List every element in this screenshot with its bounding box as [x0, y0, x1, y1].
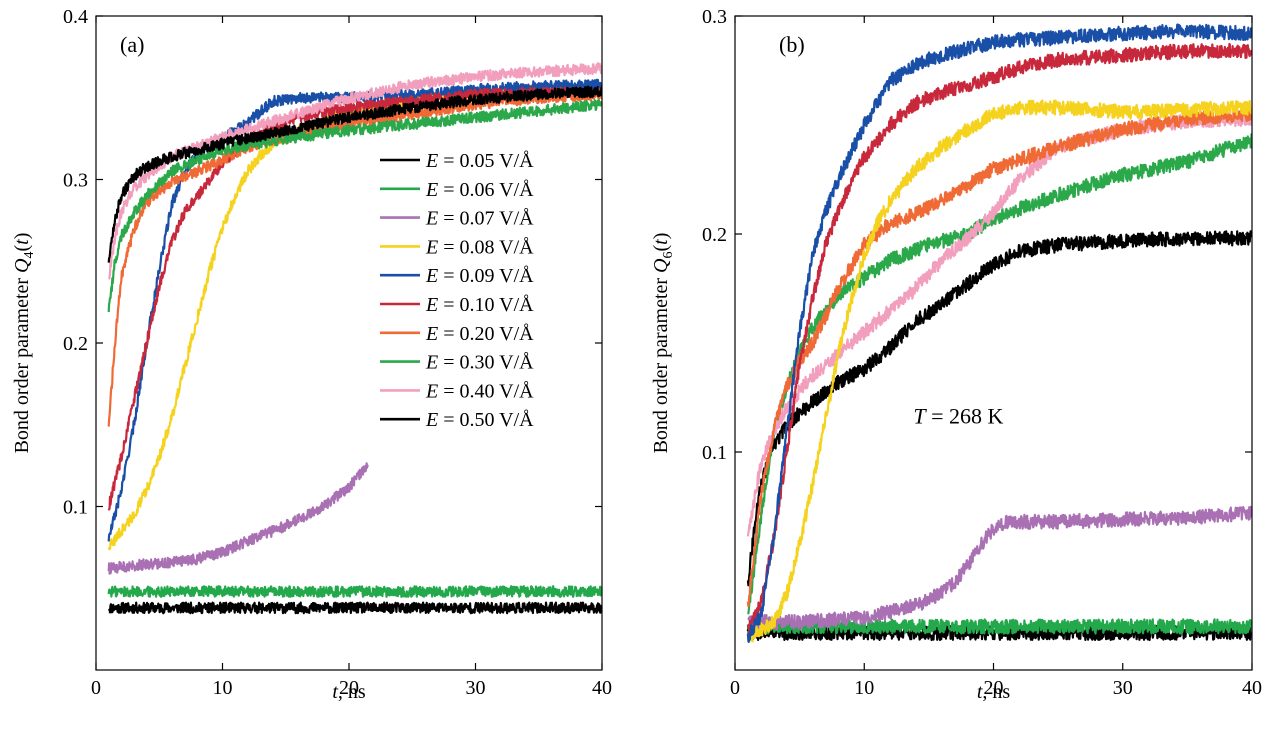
legend-entry: E = 0.40 V/Å: [425, 380, 534, 402]
series-line: [107, 585, 602, 598]
temperature-annotation: T = 268 K: [913, 404, 1003, 429]
series-line: [107, 99, 602, 313]
y-tick-label: 0.1: [63, 497, 88, 519]
series-group: [746, 23, 1252, 643]
y-tick-label: 0.1: [702, 442, 727, 464]
series-line: [746, 111, 1252, 537]
x-tick-label: 0: [91, 677, 101, 699]
x-tick-label: 20: [339, 677, 359, 699]
series-line: [107, 601, 602, 615]
panel-label: (b): [779, 32, 805, 57]
legend-entry: E = 0.09 V/Å: [425, 265, 534, 287]
x-tick-label: 30: [466, 677, 486, 699]
y-tick-label: 0.4: [63, 6, 88, 28]
x-axis-label: t, ns: [332, 681, 366, 703]
x-tick-label: 30: [1113, 677, 1133, 699]
legend-entry: E = 0.50 V/Å: [425, 409, 534, 431]
series-group: [107, 62, 602, 615]
legend: E = 0.05 V/Å E = 0.06 V/Å E = 0.07 V/Å E = …: [380, 150, 534, 431]
series-line: [746, 23, 1252, 643]
panel-b: 0 10 20 30 40 0.1 0.2 0.3 t, ns Bond order parame…: [650, 6, 1262, 703]
series-line: [746, 106, 1252, 608]
panel-a: 0 10 20 30 40 0.1 0.2 0.3 0.4 t, ns Bond order par…: [11, 6, 612, 703]
y-tick-label: 0.2: [63, 333, 88, 355]
series-line: [107, 85, 602, 263]
y-tick-label: 0.3: [63, 170, 88, 192]
legend-entry: E = 0.08 V/Å: [425, 236, 534, 258]
series-line: [746, 42, 1252, 636]
series-line: [746, 99, 1252, 643]
legend-entry: E = 0.20 V/Å: [425, 323, 534, 345]
x-tick-label: 40: [1242, 677, 1262, 699]
x-tick-label: 0: [730, 677, 740, 699]
legend-entry: E = 0.05 V/Å: [425, 150, 534, 172]
x-tick-label: 40: [592, 677, 612, 699]
x-axis-label: t, ns: [977, 681, 1011, 703]
y-tick-label: 0.2: [702, 224, 727, 246]
panel-label: (a): [120, 32, 144, 57]
series-line: [747, 505, 1252, 631]
x-tick-label: 10: [854, 677, 874, 699]
y-axis-label: Bond order parameter Q4(t): [11, 233, 37, 454]
x-tick-label: 20: [984, 677, 1004, 699]
x-tick-label: 10: [213, 677, 233, 699]
series-line: [107, 462, 369, 575]
legend-entry: E = 0.10 V/Å: [425, 294, 534, 316]
legend-entry: E = 0.06 V/Å: [425, 179, 534, 201]
legend-entry: E = 0.07 V/Å: [425, 208, 534, 230]
series-line: [746, 618, 1252, 635]
y-axis-label: Bond order parameter Q6(t): [650, 233, 676, 454]
legend-entry: E = 0.30 V/Å: [425, 352, 534, 374]
y-tick-label: 0.3: [702, 6, 727, 28]
